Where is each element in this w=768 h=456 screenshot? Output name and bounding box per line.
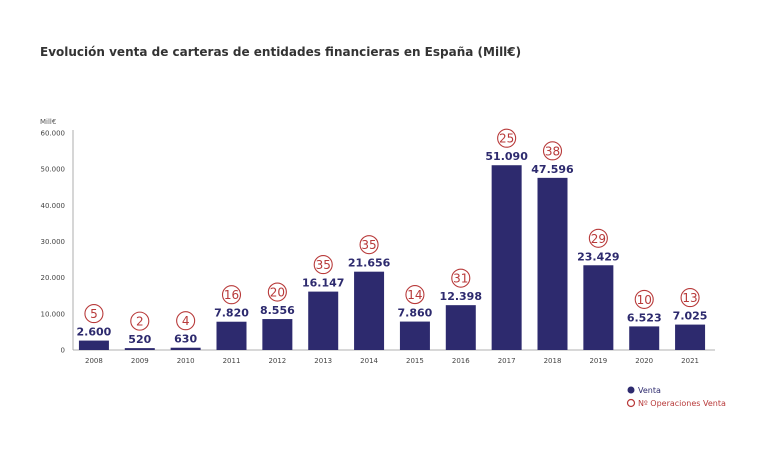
bar-2008 — [78, 340, 109, 350]
chart-title: Evolución venta de carteras de entidades… — [40, 45, 521, 59]
x-tick-label: 2012 — [268, 357, 286, 365]
bar-2015 — [399, 321, 430, 350]
operaciones-label: 25 — [499, 132, 514, 146]
bar-2016 — [445, 305, 476, 350]
bar-value-label: 7.860 — [398, 307, 433, 320]
bar-2011 — [216, 321, 247, 350]
bar-2013 — [308, 291, 339, 350]
y-tick-label: 40.000 — [41, 202, 66, 210]
bar-2019 — [583, 265, 614, 350]
x-tick-label: 2010 — [177, 357, 195, 365]
operaciones-circle-2017 — [497, 128, 517, 148]
x-tick-label: 2018 — [544, 357, 562, 365]
bar-value-label: 6.523 — [627, 311, 662, 324]
operaciones-circle-2011 — [221, 285, 242, 305]
bar-value-label: 51.090 — [485, 150, 528, 163]
x-tick-label: 2008 — [85, 357, 103, 365]
bar-2017 — [491, 165, 522, 350]
legend-operaciones-marker — [626, 398, 636, 408]
bar-2021 — [675, 324, 706, 350]
bar-value-label: 21.656 — [348, 257, 391, 270]
y-tick-label: 20.000 — [41, 274, 66, 282]
operaciones-circle-2010 — [176, 311, 196, 331]
bar-value-label: 2.600 — [77, 326, 112, 339]
x-tick-label: 2019 — [589, 357, 607, 365]
bar-value-label: 47.596 — [531, 163, 574, 176]
operaciones-label: 10 — [637, 293, 652, 307]
bar-value-label: 12.398 — [440, 290, 482, 303]
operaciones-circle-2013 — [313, 255, 333, 275]
operaciones-circle-2012 — [267, 282, 287, 302]
operaciones-label: 35 — [361, 238, 376, 252]
x-tick-label: 2009 — [131, 357, 149, 365]
y-tick-label: 50.000 — [41, 166, 66, 174]
y-axis-unit: Mill€ — [40, 118, 56, 126]
legend: Venta Nº Operaciones Venta — [626, 386, 726, 408]
x-tick-label: 2014 — [360, 357, 378, 365]
bar-value-label: 7.025 — [673, 310, 708, 323]
operaciones-label: 35 — [316, 258, 331, 272]
bar-2014 — [354, 271, 385, 350]
operaciones-label: 20 — [270, 286, 285, 300]
bar-value-label: 8.556 — [260, 304, 295, 317]
y-tick-label: 0 — [61, 347, 65, 355]
bar-value-label: 630 — [174, 333, 197, 346]
bar-2010 — [170, 347, 201, 350]
bar-2012 — [262, 319, 293, 350]
bar-2018 — [537, 177, 568, 350]
operaciones-circle-2020 — [634, 289, 654, 309]
legend-venta-label: Venta — [638, 386, 661, 395]
operaciones-circle-2008 — [84, 304, 104, 324]
operaciones-circle-2021 — [680, 288, 700, 308]
operaciones-label: 16 — [224, 288, 239, 302]
y-tick-label: 10.000 — [41, 310, 66, 318]
legend-operaciones-label: Nº Operaciones Venta — [638, 399, 726, 408]
operaciones-label: 2 — [136, 315, 144, 329]
operaciones-circle-2019 — [588, 228, 608, 248]
operaciones-circle-2015 — [405, 285, 425, 305]
bar-2020 — [629, 326, 660, 350]
x-tick-label: 2011 — [223, 357, 241, 365]
x-tick-label: 2021 — [681, 357, 699, 365]
operaciones-label: 13 — [682, 291, 697, 305]
operaciones-label: 29 — [591, 232, 606, 246]
bar-value-label: 520 — [128, 333, 151, 346]
operaciones-label: 4 — [182, 314, 190, 328]
bar-value-label: 16.147 — [302, 277, 344, 290]
legend-venta-marker — [627, 386, 635, 394]
x-tick-label: 2015 — [406, 357, 424, 365]
operaciones-circle-2016 — [451, 268, 471, 288]
operaciones-circle-2018 — [542, 141, 563, 161]
y-tick-label: 60.000 — [41, 130, 66, 138]
operaciones-label: 5 — [90, 307, 98, 321]
x-tick-label: 2016 — [452, 357, 470, 365]
bar-value-label: 7.820 — [214, 307, 249, 320]
operaciones-label: 14 — [407, 288, 422, 302]
y-tick-label: 30.000 — [41, 238, 66, 246]
x-tick-label: 2020 — [635, 357, 653, 365]
x-tick-label: 2013 — [314, 357, 332, 365]
bar-2009 — [124, 348, 155, 350]
operaciones-label: 31 — [453, 272, 468, 286]
operaciones-label: 38 — [545, 144, 560, 158]
operaciones-circle-2009 — [130, 311, 150, 331]
bar-value-label: 23.429 — [577, 250, 619, 263]
operaciones-circle-2014 — [359, 235, 379, 255]
x-tick-label: 2017 — [498, 357, 516, 365]
